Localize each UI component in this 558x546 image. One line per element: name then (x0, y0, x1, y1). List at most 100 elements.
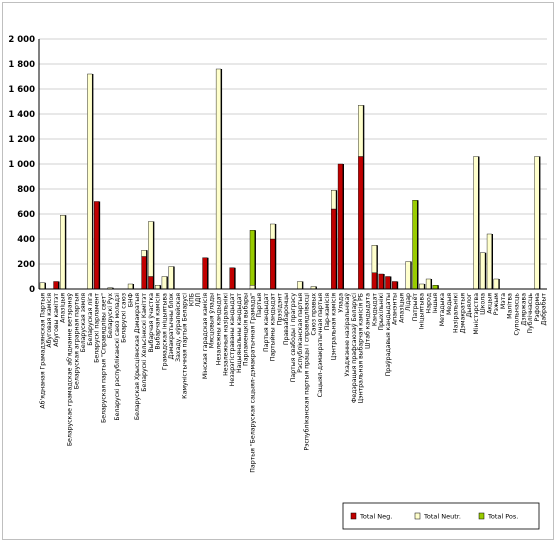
bar-total-neutr (215, 68, 222, 290)
bar-total-neutr (39, 282, 45, 290)
bar-total-neg (337, 163, 343, 290)
bar-total-neutr (60, 215, 66, 290)
bar-total-pos (249, 230, 255, 286)
legend-swatch (478, 512, 485, 520)
x-category-label: Публічнасць (526, 293, 534, 334)
bar-total-pos (432, 285, 438, 290)
x-category-label: ЛДП (195, 293, 202, 307)
x-category-label: Грамадская ініцыятыва (160, 293, 168, 370)
x-category-label: Беларуская Хрысціянская Дэмакратыя (133, 293, 141, 420)
x-category-label: Дабрабыт (540, 293, 548, 326)
bar-total-neutr (141, 250, 147, 257)
y-tick-label: 800 (17, 185, 35, 195)
y-tick-label: 1 400 (8, 110, 35, 120)
x-category-label: Мінская гарадская камісія (201, 293, 209, 379)
x-category-label: Выбарчая ўчастка (147, 293, 155, 353)
x-category-label: Незалежныя назіральнікі (221, 293, 229, 376)
x-category-label: Беларускае грамадскае аб'яднанне ветэран… (65, 293, 73, 447)
bar-total-neg (53, 281, 59, 290)
bar-total-neutr (154, 285, 161, 290)
x-category-label: Прэзідэнт (275, 293, 283, 326)
x-category-label: Медыя (446, 293, 453, 315)
bar-total-neg (378, 273, 384, 290)
x-category-label: Камуністычная партыя Беларусі (181, 293, 189, 399)
x-axis-labels: Аб'яднаная Грамадзянская Партыя Абуговая … (38, 293, 547, 473)
x-category-label: Рэжым (493, 293, 500, 316)
y-tick-label: 200 (17, 260, 35, 270)
x-category-label: Пар-камісія (323, 293, 331, 331)
legend-label: Total Pos. (487, 513, 518, 521)
y-tick-label: 2 000 (8, 35, 35, 45)
x-category-label: Партыя (256, 293, 263, 318)
x-category-label: Рэформа (534, 293, 541, 322)
bar-total-neg (371, 272, 377, 290)
x-category-label: Незарэгістраваны кандыдат (228, 293, 236, 387)
x-category-label: Беларуская партыя "Справядлівы свет" (99, 293, 107, 423)
bar-total-neutr (425, 278, 432, 290)
bar-total-neg (270, 238, 276, 290)
x-category-label: Незалежны кандыдат (215, 293, 222, 366)
bar-total-neutr (419, 283, 425, 290)
x-category-label: Федэрацыя прафсаюзаў Беларусі (350, 293, 358, 403)
x-category-label: Абуговая камісія (45, 293, 53, 348)
bar-total-neutr (87, 73, 93, 290)
bar-total-neutr (480, 252, 486, 290)
x-category-label: Акцыя (486, 293, 493, 314)
bar-total-neutr (270, 223, 276, 240)
bar-total-neutr (148, 221, 154, 277)
x-category-label: Беларуская зямля (80, 293, 87, 353)
y-tick-label: 400 (17, 235, 35, 245)
bar-total-neg (202, 257, 208, 290)
x-category-label: Выбарчая камісія (154, 293, 162, 350)
x-category-label: Метадыка (439, 293, 446, 326)
bar-total-neutr (405, 261, 411, 290)
legend-swatch (350, 512, 357, 520)
y-tick-label: 1 000 (8, 160, 35, 170)
y-tick-label: 1 600 (8, 85, 35, 95)
bar-total-neg (94, 201, 100, 290)
x-category-label: Захаду, еўрапейская (174, 293, 182, 362)
x-category-label: Апанэнты (392, 293, 399, 325)
x-category-label: Праўрадавыя кандыдаты (384, 293, 392, 376)
x-category-label: Беларуская ліга (86, 293, 94, 346)
x-category-label: Рэспубліканская партыя працы і справядлі… (303, 293, 311, 451)
x-category-label: Партыя свабоды і прагрэсу (289, 293, 297, 383)
x-category-label: КПБ (188, 293, 195, 306)
x-category-label: Лідар (404, 293, 412, 311)
x-category-label: Патрыёт (411, 293, 419, 322)
bars (39, 68, 541, 290)
x-category-label: Аб'яднаная Грамадзянская Партыя (38, 293, 46, 409)
gridlines (39, 38, 547, 290)
bar-total-neutr (358, 105, 364, 157)
x-category-label: Дзяржава (520, 293, 527, 326)
bar-total-neutr (331, 190, 337, 210)
x-category-label: БНФ (127, 293, 134, 307)
legend-swatch (414, 512, 421, 520)
bar-total-neutr (486, 233, 492, 290)
bar-total-neutr (249, 285, 255, 290)
x-category-label: Беларускі саюз (120, 293, 128, 343)
legend: Total Neg. Total Neutr. Total Pos. (342, 502, 540, 530)
bar-total-neutr (297, 281, 303, 290)
chart-frame: 0 200 400 600 800 1 000 1 200 1 400 1 600 1 800 2 … (2, 2, 554, 540)
x-category-label: Мэта (500, 293, 507, 309)
x-category-label: Дэмакратыя (459, 293, 466, 334)
bar-total-neg (392, 281, 398, 290)
x-category-label: Беларускі Хельсінкскі Камітэт (140, 293, 148, 392)
x-category-label: Беларускі рэспубліканскі саюз моладзі (113, 293, 121, 421)
legend-label: Total Neg. (359, 513, 392, 521)
bar-total-neutr (493, 278, 499, 290)
y-axis-ticks: 0 200 400 600 800 1 000 1 200 1 400 1 600 1 800 2 … (8, 35, 35, 295)
x-category-label: Парламенцкія выбары (242, 293, 250, 366)
x-category-label: Назіральнікі (452, 293, 460, 333)
x-category-label: Сацыял-дэмакратычная партыя (317, 293, 324, 398)
legend-box (342, 502, 540, 530)
x-category-label: Саюз правых (310, 293, 317, 336)
x-category-label: Штаб кандыдата (364, 293, 372, 349)
x-axis (38, 39, 547, 290)
x-category-label: Партыя "Беларуская сацыял-дэмакратычная … (249, 293, 256, 473)
stacked-bar-chart: 0 200 400 600 800 1 000 1 200 1 400 1 600 1 800 2 … (8, 35, 548, 530)
bar-total-neutr (168, 266, 174, 290)
x-category-label: Прыхільнікі (377, 293, 385, 331)
bar-total-neutr (473, 156, 479, 290)
